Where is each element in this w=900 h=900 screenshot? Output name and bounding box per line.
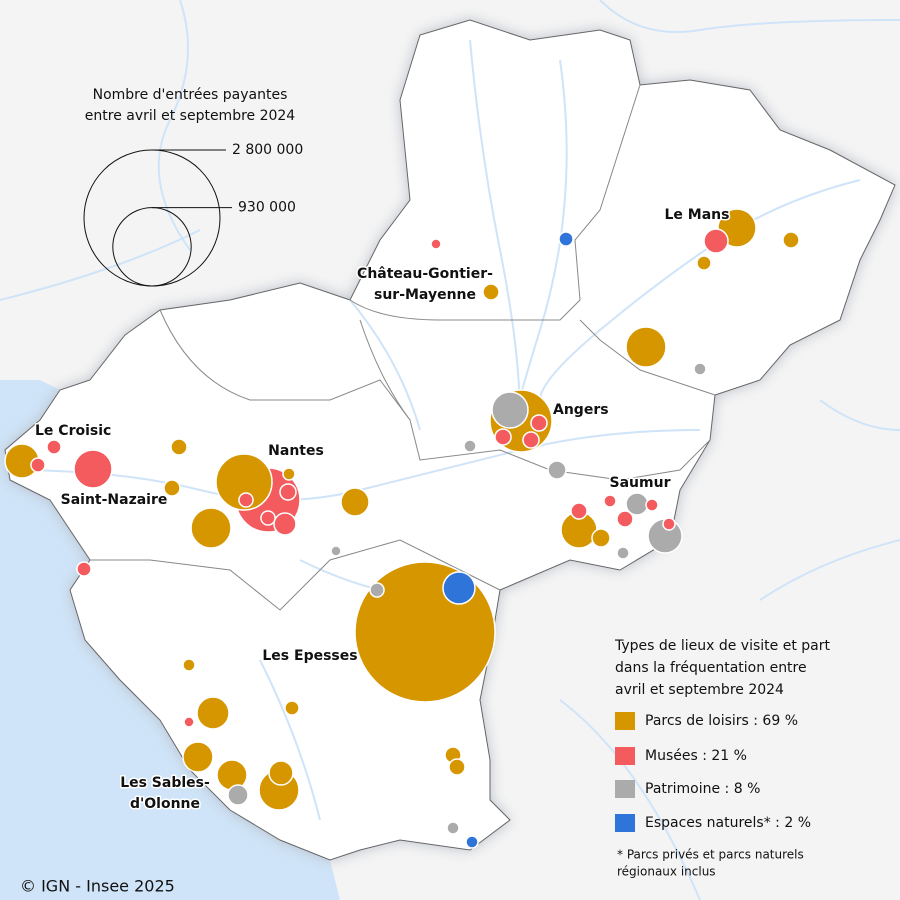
- city-label: Château-Gontier-: [357, 266, 493, 282]
- bubble: [282, 467, 296, 481]
- bubble: [279, 483, 297, 501]
- bubble: [170, 438, 188, 456]
- city-label: Saumur: [610, 475, 671, 491]
- city-label: Le Mans: [665, 207, 730, 223]
- legend-label: Musées : 21 %: [645, 748, 747, 764]
- footnote: * Parcs privés et parcs naturels: [617, 848, 804, 862]
- bubble: [163, 479, 181, 497]
- bubble: [465, 835, 479, 849]
- size-legend-title: Nombre d'entrées payantes: [93, 87, 288, 103]
- bubble: [494, 428, 512, 446]
- legend-swatch: [615, 780, 635, 798]
- bubble: [46, 439, 62, 455]
- bubble: [782, 231, 800, 249]
- bubble: [268, 760, 294, 786]
- types-legend-title: dans la fréquentation entre: [615, 660, 807, 676]
- bubble: [73, 449, 113, 489]
- bubble: [591, 528, 611, 548]
- bubbles: [4, 208, 800, 849]
- footnote: régionaux inclus: [617, 865, 716, 879]
- types-legend-title: avril et septembre 2024: [615, 682, 784, 698]
- bubble: [442, 571, 476, 605]
- city-label: Les Epesses: [262, 648, 357, 664]
- bubble: [190, 507, 232, 549]
- bubble: [616, 546, 630, 560]
- bubble: [645, 498, 659, 512]
- bubble: [662, 517, 676, 531]
- bubble: [570, 502, 588, 520]
- bubble: [616, 510, 634, 528]
- bubble: [625, 326, 667, 368]
- city-label: Les Sables-: [120, 775, 210, 791]
- legend-label: Patrimoine : 8 %: [645, 781, 760, 797]
- bubble: [182, 741, 214, 773]
- bubble: [30, 457, 46, 473]
- bubble: [340, 487, 370, 517]
- department-borders: [90, 84, 716, 611]
- legend-label: Espaces naturels* : 2 %: [645, 815, 811, 831]
- bubble: [76, 561, 92, 577]
- city-label: Nantes: [268, 443, 324, 459]
- bubble: [183, 716, 195, 728]
- legend-label: Parcs de loisirs : 69 %: [645, 713, 798, 729]
- bubble: [703, 228, 729, 254]
- legend-swatch: [615, 747, 635, 765]
- city-label: Angers: [553, 402, 609, 418]
- city-labels: Le Mans Château-Gontier-sur-Mayenne Angers…: [34, 206, 731, 814]
- city-label: Le Croisic: [35, 423, 111, 439]
- bubble: [215, 453, 273, 511]
- size-legend-label: 930 000: [238, 200, 296, 216]
- bubble: [284, 700, 300, 716]
- bubble: [696, 255, 712, 271]
- bubble: [603, 494, 617, 508]
- bubble: [260, 510, 276, 526]
- bubble: [430, 238, 442, 250]
- sea: [0, 380, 340, 900]
- bubble: [196, 696, 230, 730]
- legend-swatch: [615, 814, 635, 832]
- size-legend-label: 2 800 000: [232, 142, 303, 158]
- bubble: [693, 362, 707, 376]
- bubble: [227, 784, 249, 806]
- bubble: [558, 231, 574, 247]
- source: © IGN - Insee 2025: [20, 877, 175, 896]
- city-label: d'Olonne: [130, 796, 200, 812]
- bubble: [482, 283, 500, 301]
- city-label: Saint-Nazaire: [61, 492, 168, 508]
- bubble: [182, 658, 196, 672]
- bubble: [238, 492, 254, 508]
- legend-swatch: [615, 712, 635, 730]
- size-legend: Nombre d'entrées payantes entre avril et…: [83, 87, 303, 287]
- bubble: [446, 821, 460, 835]
- bubble: [522, 431, 540, 449]
- bubble: [491, 391, 529, 429]
- size-legend-title: entre avril et septembre 2024: [85, 108, 296, 124]
- bubble: [273, 512, 297, 536]
- bubble: [530, 414, 548, 432]
- types-legend-title: Types de lieux de visite et part: [614, 638, 830, 654]
- types-legend: Types de lieux de visite et part dans la…: [614, 638, 830, 879]
- bubble: [448, 758, 466, 776]
- bubble: [330, 545, 342, 557]
- bubble: [463, 439, 477, 453]
- region: [4, 19, 896, 861]
- bubble: [547, 460, 567, 480]
- city-label: sur-Mayenne: [374, 287, 476, 303]
- bubble: [369, 582, 385, 598]
